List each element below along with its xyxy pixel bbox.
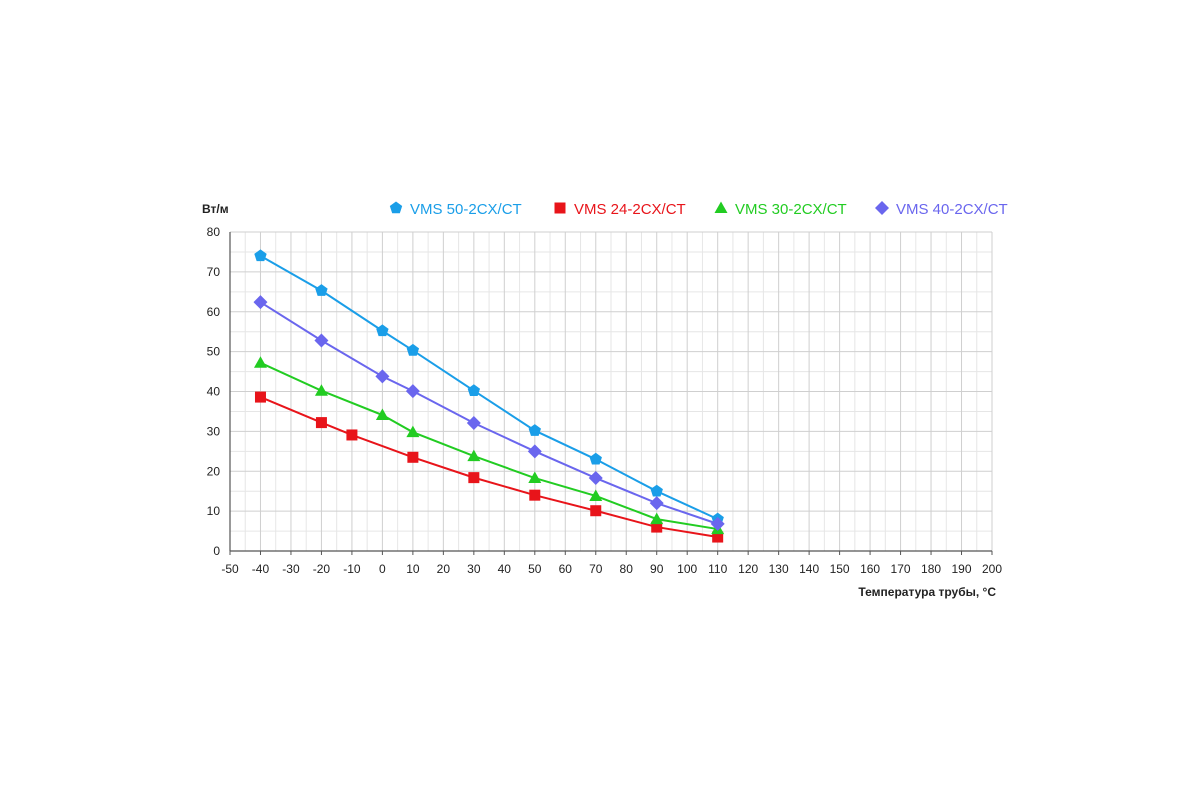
y-axis-title: Вт/м: [202, 202, 229, 216]
legend-marker: [389, 201, 403, 214]
data-point: [253, 356, 267, 368]
legend-item: VMS 24-2CX/CT: [554, 201, 686, 218]
x-tick-label: -20: [313, 562, 331, 576]
y-tick-label: 40: [207, 385, 221, 399]
data-point: [649, 496, 664, 511]
x-tick-label: 0: [379, 562, 386, 576]
data-point: [590, 505, 602, 517]
x-tick-label: 130: [769, 562, 789, 576]
data-point: [346, 429, 358, 441]
x-tick-labels: -50 -40 -30 -20 -10 0 10 20 30 40 50 60 70 80 90 100 110…: [221, 562, 1002, 576]
data-point: [405, 384, 420, 399]
x-tick-label: 60: [559, 562, 573, 576]
series-layer: [253, 249, 725, 543]
data-point: [406, 425, 420, 438]
legend-item: VMS 40-2CX/CT: [875, 201, 1008, 218]
data-point: [529, 489, 541, 501]
x-tick-label: 170: [891, 562, 911, 576]
data-point: [712, 531, 724, 543]
x-tick-label: 100: [677, 562, 697, 576]
data-point: [375, 408, 389, 421]
y-tick-label: 0: [213, 544, 220, 558]
y-tick-label: 30: [207, 424, 221, 438]
series-4: [253, 295, 725, 531]
data-point: [651, 521, 663, 533]
x-tick-label: 10: [406, 562, 420, 576]
x-tick-label: 40: [498, 562, 512, 576]
data-point: [254, 391, 266, 403]
x-tick-label: 190: [952, 562, 972, 576]
data-point: [589, 452, 602, 465]
data-point: [650, 512, 664, 525]
data-point: [315, 284, 328, 296]
legend-label: VMS 24-2CX/CT: [574, 201, 686, 218]
x-tick-label: 90: [650, 562, 664, 576]
data-point: [253, 295, 268, 310]
x-tick-label: 70: [589, 562, 603, 576]
y-tick-label: 60: [207, 305, 221, 319]
legend-item: VMS 30-2CX/CT: [714, 201, 847, 218]
x-axis-title: Температура трубы, °C: [858, 585, 996, 599]
data-point: [376, 324, 389, 337]
series-1: [254, 249, 724, 525]
data-point: [314, 333, 329, 348]
y-tick-label: 70: [207, 265, 221, 279]
data-point: [406, 343, 420, 356]
x-tick-label: 140: [799, 562, 819, 576]
data-point: [467, 384, 481, 396]
y-tick-label: 50: [207, 345, 221, 359]
x-tick-label: 50: [528, 562, 542, 576]
y-tick-label: 10: [207, 504, 221, 518]
legend-label: VMS 50-2CX/CT: [410, 201, 522, 218]
x-tick-label: 80: [620, 562, 634, 576]
x-tick-label: -10: [343, 562, 361, 576]
legend-item: VMS 50-2CX/CT: [389, 201, 522, 218]
data-point: [710, 516, 725, 531]
data-point: [528, 471, 542, 484]
x-tick-label: -40: [252, 562, 270, 576]
data-point: [528, 424, 541, 436]
data-point: [375, 369, 390, 384]
y-tick-labels: 0 10 20 30 40 50 60 70 80: [207, 225, 221, 558]
x-tick-label: 160: [860, 562, 880, 576]
y-tick-label: 80: [207, 225, 221, 239]
data-point: [467, 449, 481, 462]
data-point: [466, 416, 481, 431]
data-point: [650, 484, 663, 497]
data-point: [314, 384, 328, 396]
x-tick-label: 120: [738, 562, 758, 576]
x-tick-label: 20: [437, 562, 451, 576]
x-tick-label: 110: [708, 562, 727, 576]
data-point: [588, 471, 603, 486]
legend-marker: [554, 202, 566, 214]
legend-label: VMS 30-2CX/CT: [735, 201, 847, 218]
series-3: [253, 356, 725, 535]
x-tick-label: -50: [221, 562, 239, 576]
x-tick-label: 200: [982, 562, 1002, 576]
data-point: [589, 489, 603, 501]
x-tick-label: 150: [830, 562, 850, 576]
series-2: [254, 391, 724, 543]
x-tick-label: 180: [921, 562, 941, 576]
axes: [229, 232, 993, 555]
data-point: [527, 444, 542, 459]
x-tick-label: -30: [282, 562, 300, 576]
data-point: [407, 451, 419, 463]
major-grid: [230, 231, 993, 551]
legend: VMS 50-2CX/CT VMS 24-2CX/CT VMS 30-2CX/CT V…: [389, 201, 1008, 218]
legend-label: VMS 40-2CX/CT: [896, 201, 1008, 218]
x-tick-label: 30: [467, 562, 481, 576]
legend-marker: [875, 201, 889, 215]
data-point: [254, 249, 267, 262]
legend-marker: [714, 201, 728, 213]
y-tick-label: 20: [207, 464, 221, 478]
data-point: [468, 472, 480, 484]
data-point: [315, 417, 327, 429]
